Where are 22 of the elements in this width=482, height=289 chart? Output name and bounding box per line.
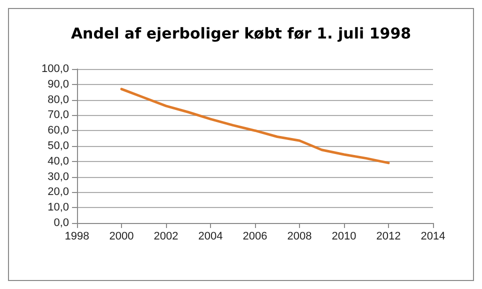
y-tick-label: 100,0	[41, 63, 69, 75]
y-tick-label: 90,0	[48, 78, 69, 90]
y-tick-label: 80,0	[48, 94, 69, 106]
y-tick-label: 0,0	[54, 217, 69, 229]
x-tick-label: 2012	[376, 230, 401, 242]
y-tick-label: 20,0	[48, 186, 69, 198]
y-tick-label: 40,0	[48, 155, 69, 168]
x-tick-label: 2014	[420, 230, 446, 242]
x-tick-label: 2006	[242, 230, 268, 242]
x-tick-label: 2002	[154, 230, 178, 242]
y-tick-label: 70,0	[48, 109, 69, 122]
y-tick-label: 60,0	[48, 124, 69, 137]
x-tick-label: 2000	[109, 230, 134, 242]
x-tick-label: 2008	[287, 230, 312, 242]
x-tick-label: 2010	[332, 230, 356, 242]
chart-title: Andel af ejerboliger købt før 1. juli 1998	[70, 24, 412, 42]
y-tick-label: 10,0	[48, 202, 69, 214]
x-tick-label: 1998	[64, 230, 90, 242]
y-tick-label: 30,0	[48, 170, 69, 183]
line-series	[120, 88, 390, 164]
x-tick-label: 2004	[198, 230, 223, 242]
y-tick-label: 50,0	[48, 140, 69, 152]
